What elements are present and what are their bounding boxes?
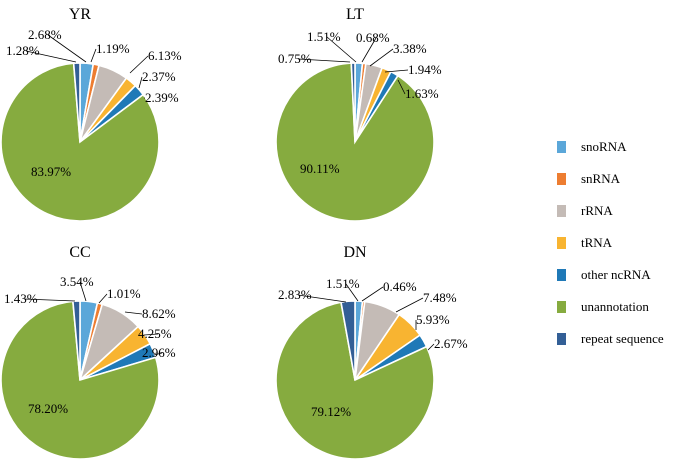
data-label-snorna: 1.51%: [326, 276, 360, 291]
slice-repeat-sequence: [340, 300, 356, 381]
slice-repeat-sequence: [72, 300, 81, 381]
data-label-trna: 5.93%: [416, 312, 450, 327]
data-label-other-ncrna: 1.63%: [405, 86, 439, 101]
leader-line: [98, 293, 108, 304]
data-label-rrna: 7.48%: [423, 290, 457, 305]
pie-title: CC: [69, 244, 90, 261]
pie-yr: YR 2.68% 1.19% 6.13% 2.37% 2.39% 83.97% 1.28%: [0, 6, 182, 222]
data-label-rrna: 6.13%: [148, 48, 182, 63]
pie-dn: DN 1.51% 0.46% 7.48% 5.93% 2.67% 79.12% 2.83%: [275, 244, 468, 460]
legend-item-rrna: rRNA: [557, 203, 613, 218]
data-label-snorna: 3.54%: [60, 274, 94, 289]
leader-line: [23, 298, 76, 302]
slice-unannotation: [275, 62, 435, 222]
data-label-repeat-sequence: 1.28%: [6, 43, 40, 58]
leader-line: [47, 34, 87, 63]
data-label-trna: 4.25%: [138, 326, 172, 341]
data-label-snrna: 1.01%: [107, 286, 141, 301]
data-label-unannotation: 79.12%: [311, 404, 351, 419]
leader-line: [90, 48, 97, 63]
legend-item-snorna: snoRNA: [557, 139, 627, 154]
legend-swatch: [557, 205, 566, 217]
data-label-rrna: 3.38%: [393, 41, 427, 56]
data-label-snrna: 0.46%: [383, 279, 417, 294]
data-label-repeat-sequence: 2.83%: [278, 287, 312, 302]
data-label-other-ncrna: 2.96%: [142, 345, 176, 360]
legend-label: unannotation: [581, 299, 649, 314]
data-label-snrna: 0.68%: [356, 30, 390, 45]
slice-unannotation: [275, 301, 435, 460]
leader-line: [369, 48, 394, 67]
pie-title: YR: [69, 6, 92, 23]
legend-swatch: [557, 333, 566, 345]
legend-item-trna: tRNA: [557, 235, 613, 250]
leader-line: [129, 55, 149, 74]
data-label-unannotation: 83.97%: [31, 164, 71, 179]
data-label-rrna: 8.62%: [142, 306, 176, 321]
legend-label: tRNA: [581, 235, 613, 250]
leader-line: [397, 79, 406, 95]
pie-lt: LT 1.51% 0.68%3.38% 1.94% 1.63% 90.11% 0.75%: [275, 6, 442, 222]
data-label-trna: 2.37%: [142, 69, 176, 84]
leader-line: [427, 343, 435, 351]
legend: snoRNA snRNA rRNA tRNA other ncRNA unannotati…: [557, 139, 664, 346]
legend-swatch: [557, 269, 566, 281]
data-label-unannotation: 78.20%: [28, 401, 68, 416]
pie-title: LT: [346, 6, 364, 23]
data-label-unannotation: 90.11%: [300, 161, 340, 176]
data-label-snrna: 1.19%: [96, 41, 130, 56]
legend-swatch: [557, 237, 566, 249]
leader-line: [361, 37, 377, 63]
leader-line: [153, 352, 163, 356]
slice-repeat-sequence: [72, 62, 81, 143]
pie-title: DN: [343, 244, 367, 261]
leader-line: [297, 294, 347, 303]
legend-swatch: [557, 301, 566, 313]
legend-item-unannotation: unannotation: [557, 299, 649, 314]
data-label-other-ncrna: 2.67%: [434, 336, 468, 351]
slice-unannotation: [0, 62, 160, 222]
legend-label: other ncRNA: [581, 267, 651, 282]
legend-item-snrna: snRNA: [557, 171, 621, 186]
legend-swatch: [557, 173, 566, 185]
leader-line: [143, 333, 159, 336]
data-label-trna: 1.94%: [408, 62, 442, 77]
legend-label: snoRNA: [581, 139, 627, 154]
slice-unannotation: [0, 300, 160, 460]
leader-line: [395, 297, 424, 313]
slice-repeat-sequence: [350, 62, 356, 143]
leader-line: [25, 50, 77, 63]
leader-line: [297, 58, 351, 63]
leader-line: [79, 281, 87, 302]
legend-label: repeat sequence: [581, 331, 664, 346]
leader-line: [326, 36, 357, 63]
leader-line: [124, 311, 143, 315]
leader-line: [361, 286, 384, 302]
legend-item-repeat-sequence: repeat sequence: [557, 331, 664, 346]
legend-swatch: [557, 141, 566, 153]
legend-label: snRNA: [581, 171, 621, 186]
leader-line: [345, 283, 359, 302]
legend-label: rRNA: [581, 203, 613, 218]
data-label-other-ncrna: 2.39%: [145, 90, 179, 105]
data-label-repeat-sequence: 1.43%: [4, 291, 38, 306]
leader-line: [384, 69, 409, 73]
pie-cc: CC 3.54% 1.01%8.62% 4.25% 2.96% 78.20% 1.43%: [0, 244, 176, 460]
pie-charts: YR 2.68% 1.19% 6.13% 2.37% 2.39% 83.97% 1.28% LT…: [0, 6, 468, 460]
leader-line: [138, 76, 143, 89]
legend-item-other-ncrna: other ncRNA: [557, 267, 651, 282]
data-label-repeat-sequence: 0.75%: [278, 51, 312, 66]
data-label-snorna: 1.51%: [307, 29, 341, 44]
data-label-snorna: 2.68%: [28, 27, 62, 42]
